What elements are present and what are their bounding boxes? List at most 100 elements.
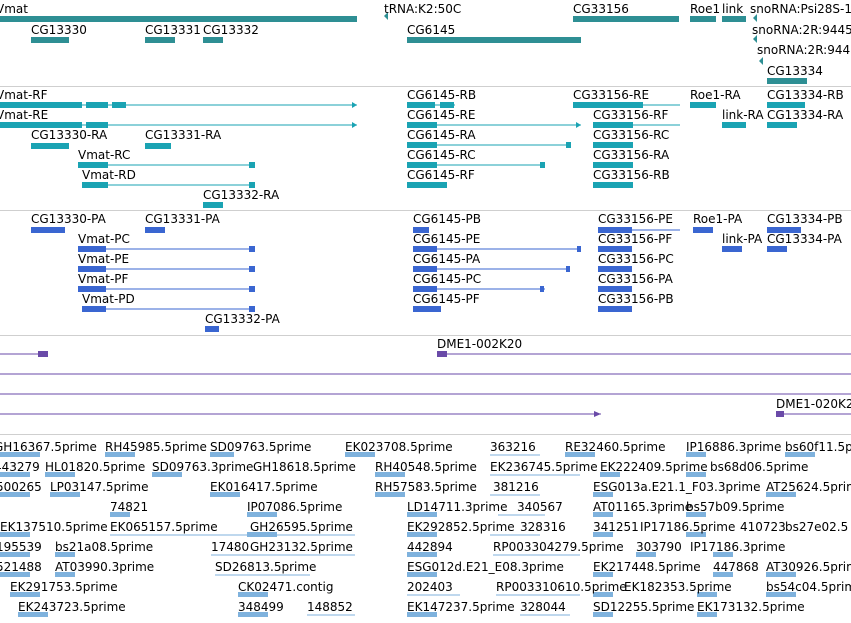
transcript-label[interactable]: CG6145-RA (407, 128, 476, 142)
est-label[interactable]: 17480 (211, 540, 250, 554)
est-label[interactable]: CK02471.contig (238, 580, 334, 594)
protein-label[interactable]: CG33156-PA (598, 272, 673, 286)
gene-glyph-snorna-2[interactable] (753, 35, 757, 43)
est-label[interactable]: AT01165.3prime (593, 500, 693, 514)
transcript-label[interactable]: Vmat-RE (0, 108, 49, 122)
est-label[interactable]: IP07086.5prime (247, 500, 343, 514)
est-label[interactable]: 521488 (0, 560, 42, 574)
protein-label[interactable]: Vmat-PF (78, 272, 129, 286)
transcript-label[interactable]: CG33156-RA (593, 148, 670, 162)
est-label[interactable]: 447868 (713, 560, 759, 574)
gene-label[interactable]: link (722, 2, 744, 16)
est-label[interactable]: IP16886.3prime (686, 440, 782, 454)
gene-label[interactable]: CG33156 (573, 2, 629, 16)
est-label[interactable]: EK016417.5prime (210, 480, 318, 494)
est-label[interactable]: RP003304279.5prime (493, 540, 624, 554)
gene-label[interactable]: snoRNA:2R:9445 (752, 23, 851, 37)
gene-label[interactable]: CG13334 (767, 64, 823, 78)
est-label[interactable]: ESG013a.E21.1_F03.3prime (593, 480, 761, 494)
protein-label[interactable]: Roe1-PA (693, 212, 743, 226)
gene-label[interactable]: CG13330 (31, 23, 87, 37)
protein-label[interactable]: CG6145-PB (413, 212, 482, 226)
transcript-label[interactable]: CG6145-RC (407, 148, 476, 162)
est-label[interactable]: GH23132.5prime (250, 540, 353, 554)
protein-label[interactable]: CG33156-PB (598, 292, 674, 306)
transcript-label[interactable]: CG33156-RB (593, 168, 670, 182)
est-label[interactable]: 381216 (493, 480, 539, 494)
transcript-label[interactable]: CG33156-RE (573, 88, 650, 102)
gene-label[interactable]: Vmat (0, 2, 28, 16)
est-label[interactable]: RH40548.5prime (375, 460, 477, 474)
protein-label[interactable]: CG6145-PE (413, 232, 481, 246)
est-label[interactable]: RP003310610.5prime (496, 580, 627, 594)
transcript-label[interactable]: Vmat-RC (78, 148, 131, 162)
est-label[interactable]: 442894 (407, 540, 453, 554)
est-label[interactable]: LP03147.5prime (50, 480, 149, 494)
gene-glyph-cg13334[interactable] (767, 78, 807, 84)
protein-label[interactable]: Vmat-PC (78, 232, 130, 246)
transcript-label[interactable]: CG13334-RA (767, 108, 844, 122)
transcript-label[interactable]: CG13332-RA (203, 188, 280, 202)
gene-label[interactable]: tRNA:K2:50C (384, 2, 462, 16)
gene-glyph-snorna[interactable] (753, 14, 757, 22)
est-label[interactable]: RH57583.5prime (375, 480, 477, 494)
est-label[interactable]: RH45985.5prime (105, 440, 207, 454)
est-label[interactable]: IP17186.5prime (640, 520, 736, 534)
transcript-label[interactable]: CG6145-RB (407, 88, 477, 102)
est-label[interactable]: SD12255.5prime (593, 600, 695, 614)
transcript-label[interactable]: CG13330-RA (31, 128, 108, 142)
est-label[interactable]: 328316 (520, 520, 566, 534)
est-label[interactable]: IP17186.3prime (690, 540, 786, 554)
protein-label[interactable]: CG13334-PB (767, 212, 843, 226)
est-label[interactable]: GH18618.5prime (253, 460, 356, 474)
est-label[interactable]: 148852 (307, 600, 353, 614)
protein-label[interactable]: CG13331-PA (145, 212, 220, 226)
transcript-label[interactable]: Roe1-RA (690, 88, 741, 102)
est-label[interactable]: HL01820.5prime (45, 460, 146, 474)
est-label[interactable]: 328044 (520, 600, 566, 614)
protein-label[interactable]: Vmat-PD (82, 292, 135, 306)
est-label[interactable]: EK292852.5prime (407, 520, 515, 534)
est-label[interactable]: bs60f11.5p (785, 440, 851, 454)
gene-glyph-trna[interactable] (384, 12, 388, 20)
protein-label[interactable]: CG6145-PF (413, 292, 480, 306)
gene-label[interactable]: Roe1 (690, 2, 721, 16)
est-label[interactable]: 74821 (110, 500, 149, 514)
gene-label[interactable]: snoRNA:2R:9445 (757, 43, 851, 57)
contig-label[interactable]: DME1-002K20 (437, 337, 523, 351)
transcript-label[interactable]: CG33156-RF (593, 108, 669, 122)
est-label[interactable]: 340567 (517, 500, 563, 514)
est-label[interactable]: GH16367.5prime (0, 440, 97, 454)
est-label[interactable]: EK217448.5prime (593, 560, 701, 574)
est-label[interactable]: LD14711.3prime (407, 500, 508, 514)
protein-label[interactable]: CG6145-PC (413, 272, 482, 286)
gene-glyph-cg13332[interactable] (203, 37, 223, 43)
est-label[interactable]: bs68d06.5prime (710, 460, 809, 474)
protein-label[interactable]: CG13330-PA (31, 212, 106, 226)
protein-label[interactable]: link-PA (722, 232, 763, 246)
protein-label[interactable]: CG13332-PA (205, 312, 280, 326)
est-label[interactable]: 410723 (740, 520, 786, 534)
est-label[interactable]: 348499 (238, 600, 284, 614)
est-label[interactable]: EK173132.5prime (697, 600, 805, 614)
est-label[interactable]: EK065157.5prime (110, 520, 218, 534)
est-label[interactable]: SD09763.5prime (210, 440, 312, 454)
transcript-label[interactable]: Vmat-RD (82, 168, 136, 182)
est-label[interactable]: EK222409.5prime (600, 460, 708, 474)
est-label[interactable]: 500265 (0, 480, 42, 494)
protein-label[interactable]: CG6145-PA (413, 252, 481, 266)
gene-glyph-vmat[interactable] (0, 16, 357, 22)
est-label[interactable]: EK243723.5prime (18, 600, 126, 614)
est-label[interactable]: 363216 (490, 440, 536, 454)
protein-label[interactable]: CG33156-PC (598, 252, 674, 266)
est-label[interactable]: ESG012d.E21_E08.3prime (407, 560, 564, 574)
protein-label[interactable]: Vmat-PE (78, 252, 130, 266)
transcript-label[interactable]: CG6145-RF (407, 168, 475, 182)
transcript-label[interactable]: CG6145-RE (407, 108, 476, 122)
est-label[interactable]: bs21a08.5prime (55, 540, 154, 554)
gene-glyph-cg13331[interactable] (145, 37, 175, 43)
gene-glyph-cg6145[interactable] (407, 37, 581, 43)
est-label[interactable]: 443279 (0, 460, 40, 474)
gene-label[interactable]: snoRNA:Psi28S-1 (750, 2, 851, 16)
est-label[interactable]: GH26595.5prime (250, 520, 353, 534)
